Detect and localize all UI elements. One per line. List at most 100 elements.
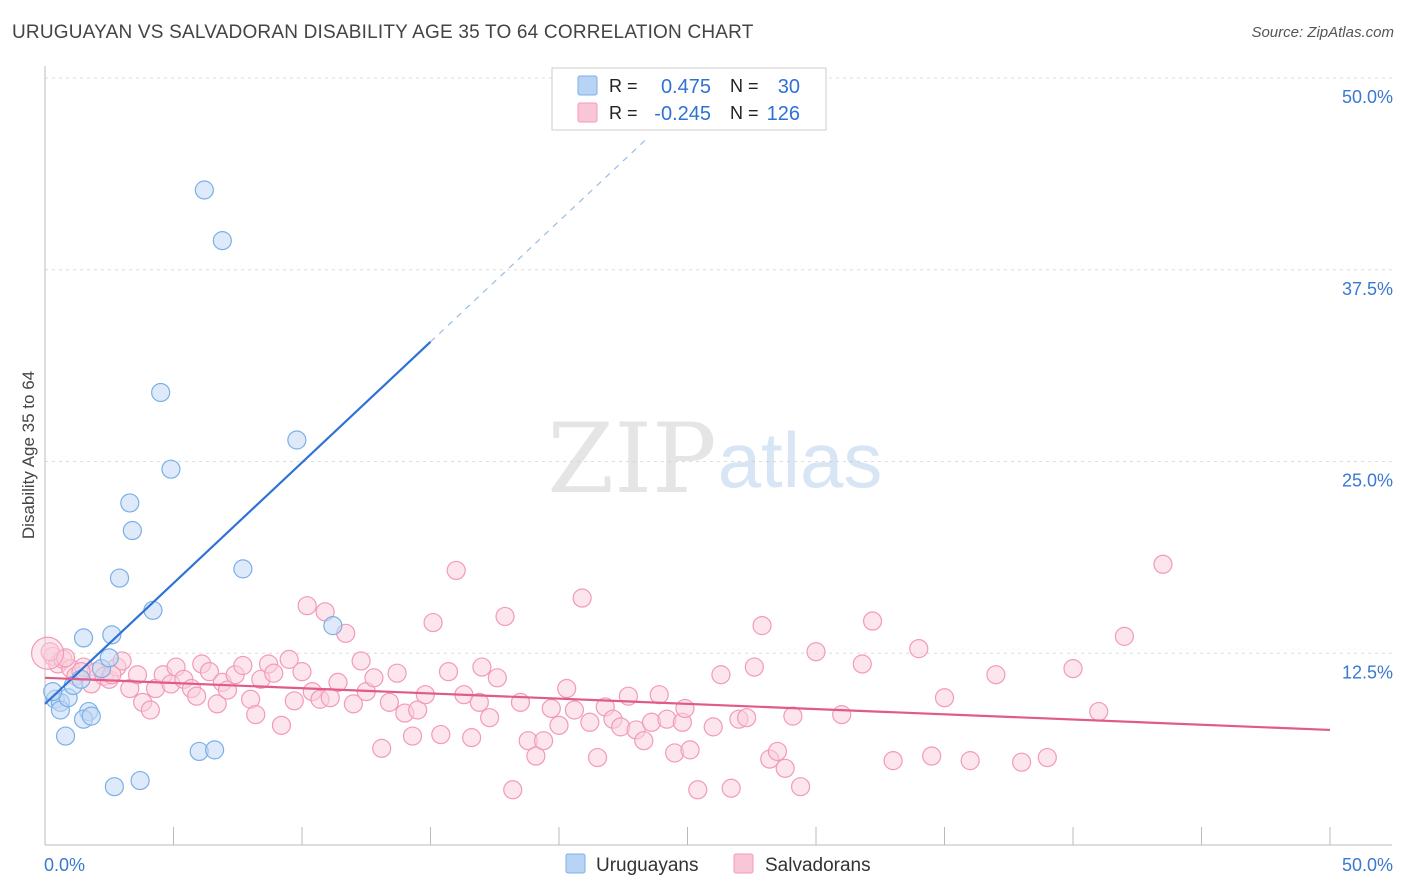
- y-tick-label-0: 12.5%: [1342, 662, 1393, 682]
- salvadoran-point-67: [503, 780, 523, 800]
- series-legend-swatch-salvadorans: [733, 853, 754, 874]
- salvadoran-point-65: [487, 668, 507, 688]
- uruguayan-point-27: [323, 616, 343, 636]
- salvadoran-point-90: [680, 740, 700, 760]
- legend-r-label-2: R =: [609, 103, 638, 123]
- salvadoran-point-29: [233, 655, 253, 676]
- uruguayan-point-14: [109, 568, 130, 588]
- salvadoran-point-88: [665, 743, 685, 763]
- salvadoran-point-108: [883, 751, 903, 771]
- stats-legend: R = 0.475 N = 30 R = -0.245 N = 126: [551, 67, 827, 131]
- legend-n-label-1: N =: [730, 76, 759, 96]
- uruguayan-point-25: [233, 559, 253, 579]
- trend-lines: [44, 136, 1331, 732]
- salvadoran-point-51: [379, 692, 399, 712]
- salvadoran-point-74: [557, 678, 577, 699]
- salvadoran-point-84: [634, 731, 654, 751]
- salvadoran-point-114: [1037, 747, 1057, 768]
- salvadoran-point-34: [264, 663, 284, 683]
- salvadoran-point-100: [767, 741, 788, 762]
- salvadoran-point-94: [721, 778, 741, 798]
- salvadoran-point-64: [480, 708, 500, 728]
- axes: [44, 66, 1392, 846]
- uruguayan-point-12: [102, 625, 122, 645]
- salvadoran-point-63: [472, 657, 492, 677]
- salvadoran-point-49: [364, 668, 384, 688]
- salvadoran-point-125: [922, 746, 942, 766]
- watermark-zip: ZIP: [547, 403, 716, 515]
- uruguayan-point-24: [212, 231, 232, 251]
- salvadoran-point-55: [408, 700, 428, 720]
- salvadoran-point-71: [533, 731, 554, 751]
- uruguayan-trend-line: [44, 341, 432, 705]
- salvadoran-point-66: [495, 606, 515, 627]
- y-tick-label-3: 50.0%: [1342, 87, 1393, 107]
- chart-title: URUGUAYAN VS SALVADORAN DISABILITY AGE 3…: [12, 22, 754, 43]
- legend-n-label-2: N =: [730, 103, 759, 123]
- salvadoran-point-77: [580, 712, 600, 732]
- uruguayan-point-26: [287, 430, 307, 450]
- uruguayan-point-17: [130, 770, 150, 791]
- salvadoran-point-57: [423, 612, 443, 633]
- uruguayan-point-20: [161, 459, 181, 479]
- salvadoran-point-38: [292, 662, 312, 682]
- uruguayan-point-22: [194, 180, 214, 200]
- salvadoran-point-60: [446, 560, 466, 581]
- x-tick-label-max: 50.0%: [1342, 855, 1393, 875]
- salvadoran-point-24: [199, 662, 220, 682]
- salvadoran-point-105: [832, 705, 852, 725]
- salvadoran-point-62: [462, 728, 482, 748]
- uruguayan-point-10: [81, 706, 101, 726]
- salvadoran-point-106: [852, 654, 872, 674]
- salvadoran-point-116: [1089, 701, 1109, 722]
- salvadoran-point-93: [711, 665, 731, 685]
- salvadoran-point-76: [572, 588, 592, 608]
- salvadoran-point-50: [372, 738, 392, 758]
- watermark-atlas: atlas: [718, 416, 883, 504]
- uruguayan-point-13: [104, 777, 124, 797]
- salvadoran-point-47: [351, 651, 371, 671]
- chart-source: Source: ZipAtlas.com: [1251, 24, 1394, 41]
- salvadoran-point-54: [402, 726, 423, 746]
- salvadoran-point-46: [343, 694, 363, 714]
- salvadoran-point-25: [207, 694, 227, 714]
- salvadoran-point-104: [806, 642, 826, 662]
- salvadoran-point-36: [279, 649, 299, 669]
- uruguayan-point-28: [43, 681, 63, 702]
- salvadoran-point-118: [1153, 554, 1173, 574]
- uruguayan-point-19: [151, 382, 171, 403]
- salvadoran-point-102: [783, 706, 803, 726]
- salvadoran-point-111: [960, 751, 980, 771]
- legend-r-value-1: 0.475: [661, 76, 711, 98]
- x-tick-label-min: 0.0%: [44, 855, 85, 875]
- data-points: [30, 180, 1173, 800]
- legend-r-label-1: R =: [609, 76, 638, 96]
- salvadoran-point-58: [431, 724, 451, 745]
- salvadoran-point-123: [469, 692, 489, 712]
- salvadoran-point-117: [1114, 626, 1135, 646]
- salvadoran-point-15: [140, 700, 160, 720]
- watermark: ZIP atlas: [547, 403, 882, 515]
- salvadoran-point-73: [549, 715, 569, 735]
- salvadoran-point-92: [703, 717, 723, 737]
- legend-n-value-2: 126: [767, 103, 800, 125]
- salvadoran-trend-line: [44, 676, 1331, 732]
- salvadoran-point-109: [909, 639, 929, 659]
- salvadoran-point-110: [934, 688, 955, 708]
- salvadoran-point-107: [862, 611, 883, 631]
- salvadoran-point-96: [737, 708, 757, 728]
- salvadoran-point-101: [775, 758, 795, 778]
- salvadoran-point-86: [649, 685, 669, 705]
- series-legend-label-salvadorans: Salvadorans: [765, 855, 871, 876]
- y-tick-label-1: 25.0%: [1342, 471, 1393, 491]
- y-axis-label: Disability Age 35 to 64: [19, 371, 38, 539]
- salvadoran-point-35: [271, 715, 292, 735]
- uruguayan-trend-extension: [430, 136, 650, 343]
- salvadoran-point-85: [641, 712, 662, 732]
- tick-labels: 12.5% 25.0% 37.5% 50.0% 0.0% 50.0%: [44, 87, 1393, 875]
- series-legend: Uruguayans Salvadorans: [565, 853, 871, 876]
- uruguayan-point-29: [99, 648, 119, 668]
- salvadoran-point-31: [246, 705, 266, 725]
- salvadoran-point-56: [415, 685, 435, 705]
